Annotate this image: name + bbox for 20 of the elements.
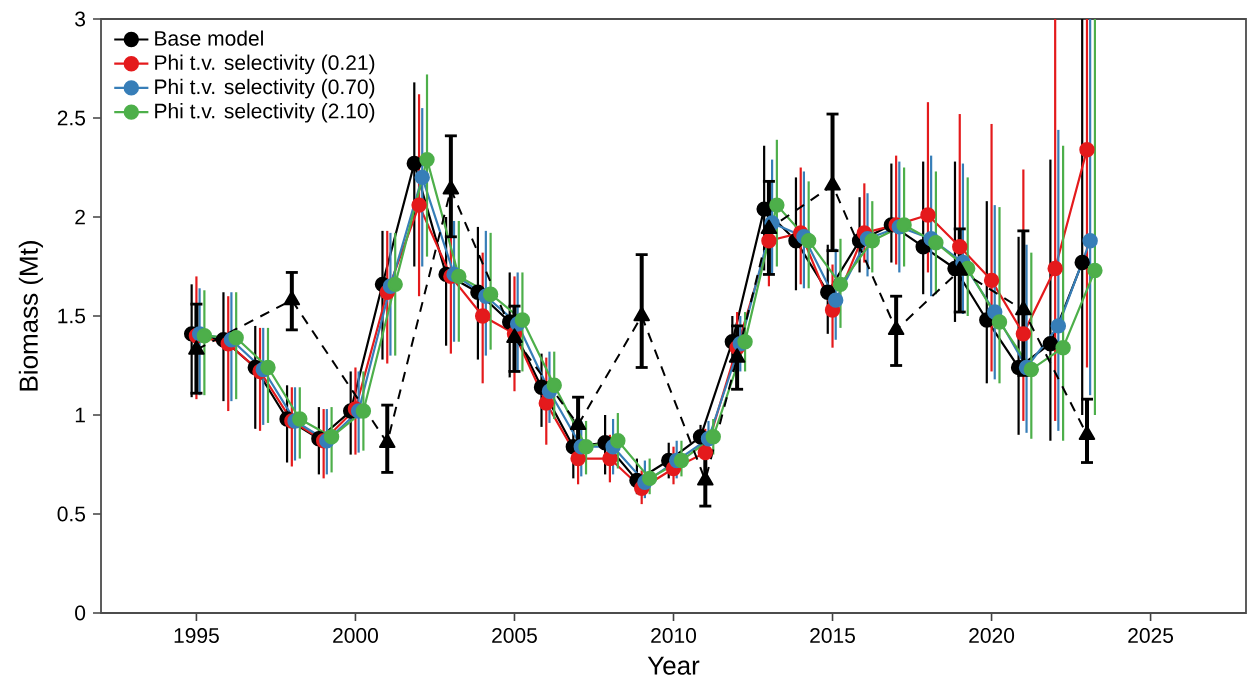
y-tick-label: 0 bbox=[75, 605, 86, 621]
x-tick-label: 2020 bbox=[969, 628, 1015, 643]
x-tick-label: 1995 bbox=[174, 628, 219, 643]
y-tick-label: 3 bbox=[75, 11, 86, 27]
x-tick-label: 2015 bbox=[810, 628, 855, 643]
legend-label: Phi t.v. selectivity (0.21) bbox=[155, 54, 375, 75]
y-axis-title: Biomass (Mt) bbox=[18, 241, 44, 391]
legend-label: Phi t.v. selectivity (0.70) bbox=[155, 78, 375, 99]
x-tick-label: 2010 bbox=[651, 628, 697, 643]
y-tick-label: 0.5 bbox=[57, 506, 86, 522]
y-tick-label: 2 bbox=[75, 209, 85, 225]
y-tick-label: 2.5 bbox=[57, 110, 86, 126]
x-tick-label: 2005 bbox=[492, 628, 537, 643]
y-tick-label: 1.5 bbox=[58, 308, 86, 324]
legend-label: Base model bbox=[155, 30, 263, 46]
legend-label: Phi t.v. selectivity (2.10) bbox=[155, 103, 375, 123]
x-tick-label: 2000 bbox=[333, 628, 378, 643]
x-axis-title: Year bbox=[647, 656, 700, 675]
y-tick-label: 1 bbox=[75, 407, 85, 423]
x-tick-label: 2025 bbox=[1128, 628, 1174, 643]
